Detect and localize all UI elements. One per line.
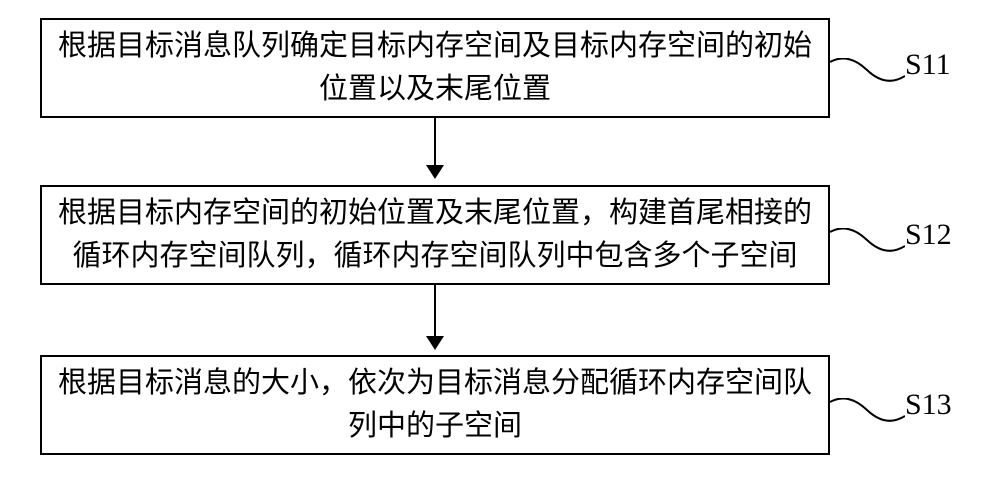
step-label-s13: S13 — [905, 388, 952, 422]
tilde-connector — [830, 228, 905, 252]
step-id: S12 — [905, 218, 952, 251]
connector-arrow — [426, 285, 444, 350]
step-id: S13 — [905, 388, 952, 421]
tilde-connector — [830, 58, 905, 82]
step-text: 根据目标消息的大小，依次为目标消息分配循环内存空间队列中的子空间 — [58, 362, 812, 449]
step-box-s13: 根据目标消息的大小，依次为目标消息分配循环内存空间队列中的子空间 — [40, 355, 830, 455]
step-box-s11: 根据目标消息队列确定目标内存空间及目标内存空间的初始位置以及末尾位置 — [40, 18, 830, 118]
step-label-s11: S11 — [905, 48, 951, 82]
tilde-connector — [830, 398, 905, 422]
step-text: 根据目标消息队列确定目标内存空间及目标内存空间的初始位置以及末尾位置 — [58, 25, 812, 112]
flowchart-container: 根据目标消息队列确定目标内存空间及目标内存空间的初始位置以及末尾位置 S11 根… — [0, 0, 1000, 501]
step-text: 根据目标内存空间的初始位置及末尾位置，构建首尾相接的循环内存空间队列，循环内存空… — [58, 192, 812, 279]
step-id: S11 — [905, 48, 951, 81]
connector-arrow — [426, 118, 444, 179]
step-label-s12: S12 — [905, 218, 952, 252]
step-box-s12: 根据目标内存空间的初始位置及末尾位置，构建首尾相接的循环内存空间队列，循环内存空… — [40, 185, 830, 285]
